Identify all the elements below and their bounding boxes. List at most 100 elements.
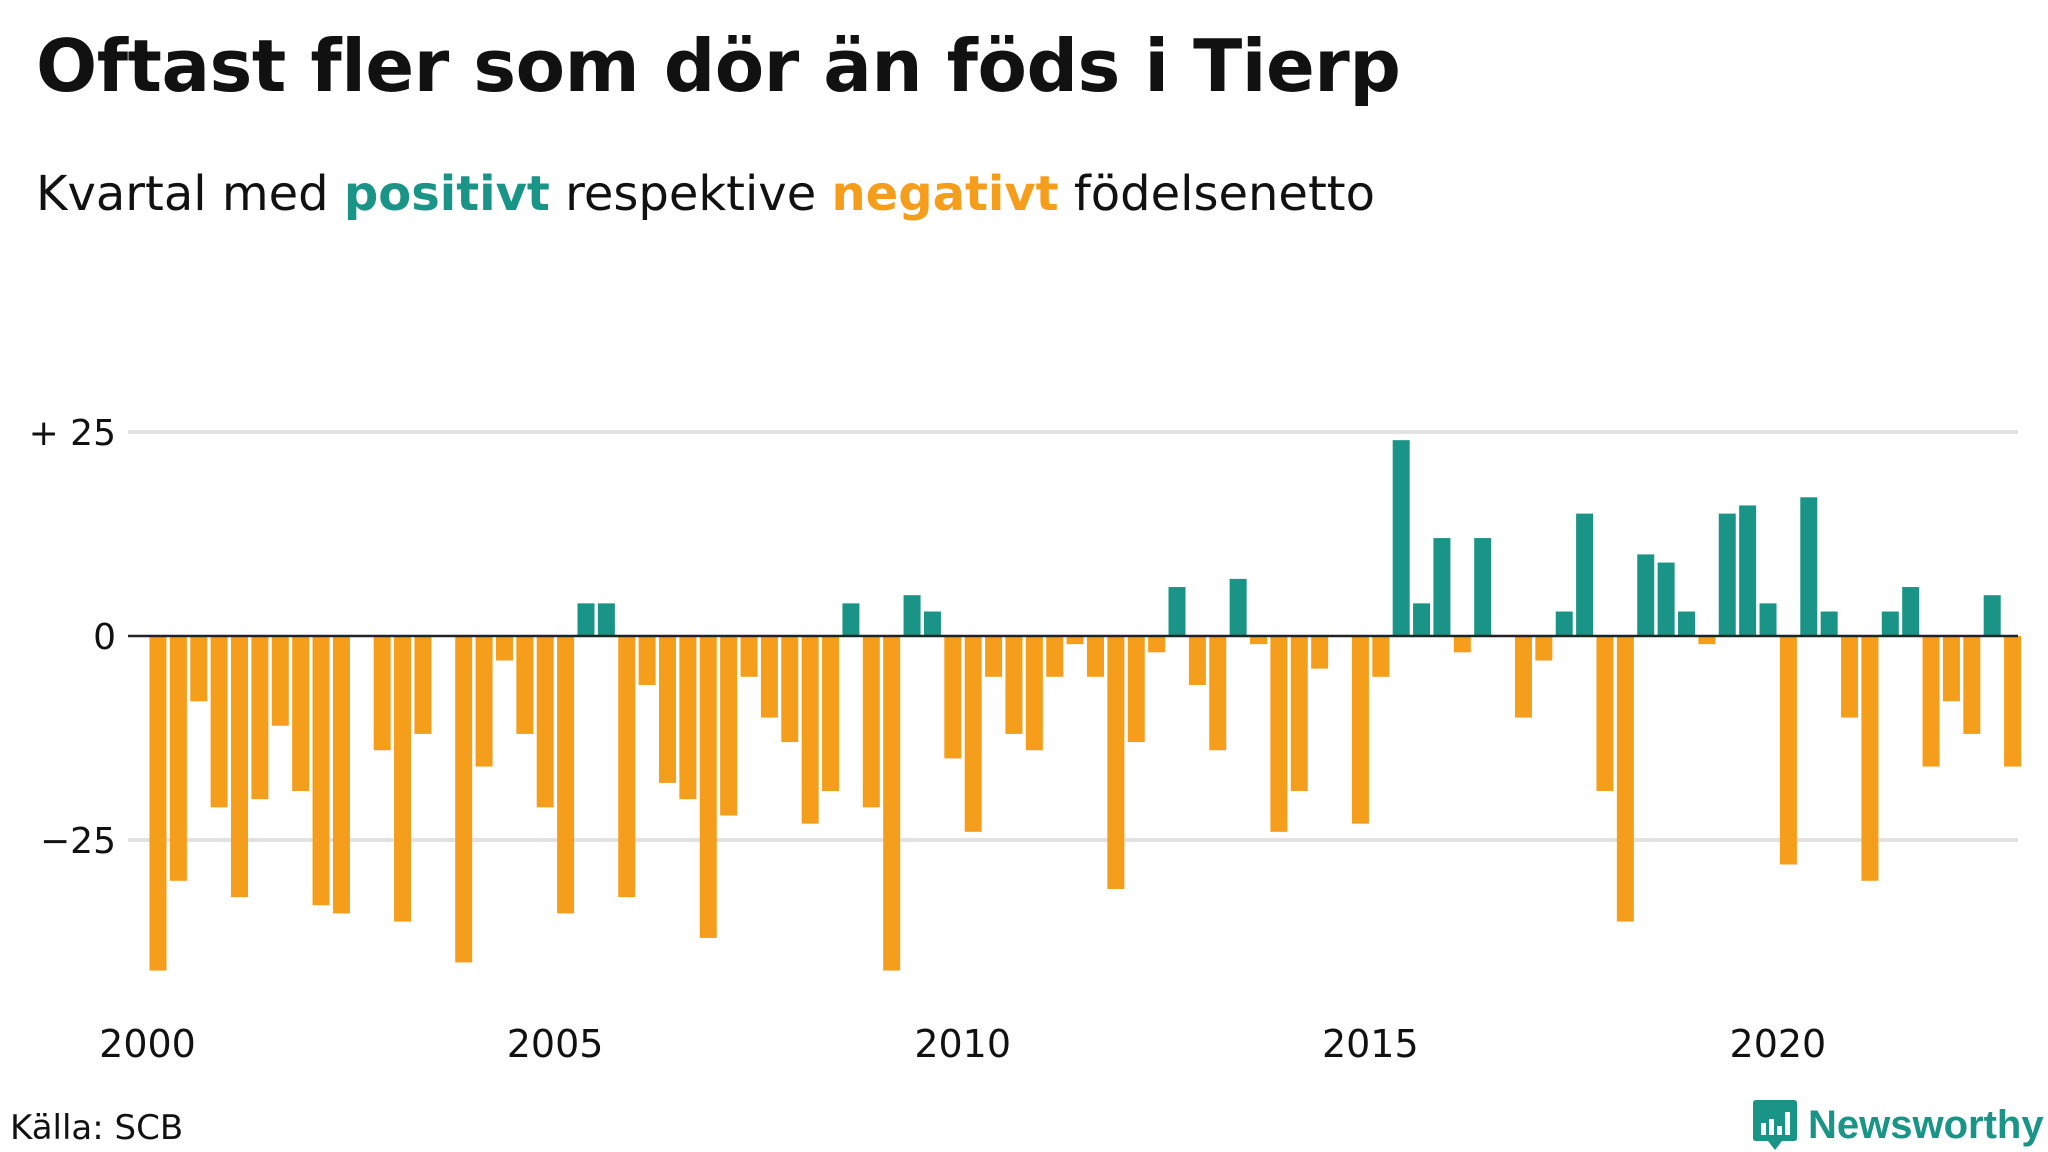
- bar-2006K2: [659, 636, 676, 783]
- newsworthy-logo-icon: [1753, 1100, 1797, 1150]
- bar-2022K2: [1963, 636, 1981, 734]
- bar-2020K1: [1779, 636, 1797, 865]
- bar-2017K3: [1576, 513, 1594, 636]
- bar-2009K2: [903, 595, 921, 636]
- bar-2000K3: [190, 636, 208, 702]
- bar-2013K1: [1209, 636, 1227, 751]
- chart-title: Oftast fler som dör än föds i Tierp: [36, 24, 1401, 108]
- bar-2005K2: [577, 603, 595, 636]
- source-note: Källa: SCB: [10, 1108, 184, 1148]
- bar-2011K2: [1066, 636, 1084, 645]
- bar-2006K4: [699, 636, 717, 938]
- bar-2003K1: [394, 636, 412, 922]
- bar-2018K1: [1616, 636, 1634, 922]
- x-tick-label: 2015: [1322, 1022, 1419, 1066]
- gridlines: [128, 430, 2018, 842]
- bar-2011K3: [1086, 636, 1104, 677]
- bar-2011K1: [1046, 636, 1064, 677]
- bar-2012K1: [1127, 636, 1145, 743]
- subtitle-middle: respektive: [549, 166, 832, 222]
- bar-2014K4: [1351, 636, 1369, 824]
- bar-2015K2: [1392, 440, 1410, 636]
- bar-2020K3: [1820, 611, 1838, 636]
- bars: [149, 440, 2022, 971]
- bar-2004K4: [536, 636, 554, 808]
- x-axis-ticks: 2000 2005 2010 2015 2020: [99, 1022, 1826, 1066]
- bar-2010K2: [985, 636, 1003, 677]
- x-tick-label: 2000: [99, 1022, 196, 1066]
- bar-2010K4: [1025, 636, 1043, 751]
- bar-2007K2: [740, 636, 758, 677]
- bar-2021K2: [1881, 611, 1899, 636]
- bar-2009K4: [944, 636, 962, 759]
- bar-2008K1: [801, 636, 819, 824]
- bar-2003K2: [414, 636, 432, 734]
- bar-2015K4: [1433, 538, 1451, 636]
- bar-2000K4: [210, 636, 228, 808]
- bar-2013K4: [1270, 636, 1288, 832]
- bar-2005K1: [557, 636, 575, 914]
- bar-2011K4: [1107, 636, 1125, 889]
- bar-2012K2: [1148, 636, 1166, 653]
- bar-2012K4: [1188, 636, 1206, 685]
- bar-2008K3: [842, 603, 860, 636]
- bar-2022K1: [1942, 636, 1960, 702]
- bar-2001K3: [271, 636, 289, 726]
- y-axis-ticks: + 25 0 −25: [29, 413, 116, 862]
- bar-2021K1: [1861, 636, 1879, 881]
- bar-2008K2: [822, 636, 840, 792]
- bar-2004K2: [495, 636, 513, 661]
- bar-2010K3: [1005, 636, 1023, 734]
- y-tick-label: −25: [40, 821, 116, 862]
- x-tick-label: 2005: [507, 1022, 604, 1066]
- bar-2008K4: [862, 636, 880, 808]
- bar-2004K3: [516, 636, 534, 734]
- x-tick-label: 2010: [914, 1022, 1011, 1066]
- bar-2022K4: [2004, 636, 2022, 767]
- bar-2012K3: [1168, 587, 1186, 636]
- bar-2019K4: [1759, 603, 1777, 636]
- subtitle-prefix: Kvartal med: [36, 166, 344, 222]
- bar-2007K4: [781, 636, 799, 743]
- newsworthy-logo: Newsworthy: [1752, 1098, 2044, 1152]
- subtitle-positive-word: positivt: [343, 166, 550, 222]
- bar-2020K2: [1800, 497, 1818, 636]
- bar-2006K3: [679, 636, 697, 800]
- bar-2002K4: [373, 636, 391, 751]
- bar-2001K4: [292, 636, 310, 792]
- bar-2001K1: [231, 636, 249, 898]
- bar-2002K2: [332, 636, 350, 914]
- bar-2003K4: [455, 636, 473, 963]
- bar-2017K4: [1596, 636, 1614, 792]
- bar-2021K4: [1922, 636, 1940, 767]
- bar-2013K2: [1229, 578, 1247, 636]
- bar-2016K1: [1453, 636, 1471, 653]
- bar-2005K3: [597, 603, 615, 636]
- bar-2000K2: [169, 636, 187, 881]
- bar-2018K2: [1637, 554, 1655, 636]
- chart-subtitle: Kvartal med positivt respektive negativt…: [36, 158, 1375, 230]
- bar-2019K3: [1739, 505, 1757, 636]
- bar-2018K3: [1657, 562, 1675, 636]
- bar-2002K1: [312, 636, 330, 906]
- x-tick-label: 2020: [1730, 1022, 1827, 1066]
- bar-2004K1: [475, 636, 493, 767]
- newsworthy-logo-text: Newsworthy: [1808, 1103, 2044, 1147]
- bar-2014K1: [1290, 636, 1308, 792]
- bar-2016K4: [1514, 636, 1532, 718]
- bar-2019K2: [1718, 513, 1736, 636]
- y-tick-label: + 25: [29, 413, 116, 454]
- bar-2000K1: [149, 636, 167, 971]
- bar-2010K1: [964, 636, 982, 832]
- y-tick-label: 0: [93, 617, 116, 658]
- bar-2009K1: [883, 636, 901, 971]
- bar-2018K4: [1678, 611, 1695, 636]
- bar-2022K3: [1983, 595, 2001, 636]
- bar-2021K3: [1902, 587, 1920, 636]
- subtitle-suffix: födelsenetto: [1058, 166, 1375, 222]
- bar-2015K3: [1413, 603, 1431, 636]
- bar-2006K1: [638, 636, 656, 685]
- bar-2013K3: [1250, 636, 1268, 645]
- bar-2014K2: [1311, 636, 1329, 669]
